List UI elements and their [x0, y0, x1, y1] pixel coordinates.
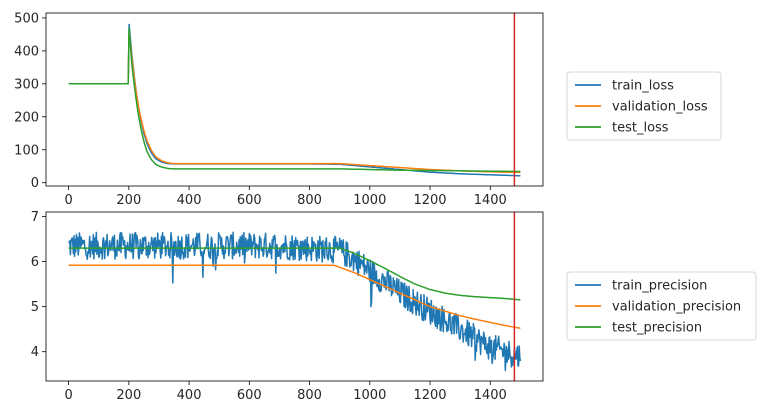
legend-box: [566, 71, 722, 141]
x-tick-label: 800: [297, 193, 322, 208]
x-tick-label: 200: [116, 388, 141, 403]
loss-axes: 0 200 400 600 800 1000 1200 1400 0 100 200 300 400 50…: [14, 11, 722, 208]
x-tick-label: 0: [64, 388, 72, 403]
x-tick-label: 800: [297, 388, 322, 403]
legend-label: validation_precision: [612, 300, 741, 315]
series-line-validation_precision: [68, 264, 521, 330]
series-line-test_loss: [68, 27, 521, 173]
x-tick-label: 1000: [353, 388, 386, 403]
x-tick-label: 200: [116, 193, 141, 208]
series-line-train_precision: [68, 231, 522, 372]
y-tick-label: 4: [31, 345, 39, 360]
x-tick-label: 400: [177, 193, 202, 208]
y-tick-label: 6: [31, 255, 39, 270]
legend-label: validation_loss: [612, 100, 708, 115]
legend-label: train_precision: [612, 279, 707, 294]
y-tick-label: 200: [14, 110, 39, 125]
precision-axes: 0 200 400 600 800 1000 1200 1400 4 5 6 7 train_preci…: [31, 210, 757, 403]
y-tick-label: 5: [31, 300, 39, 315]
x-tick-label: 1400: [474, 193, 507, 208]
axes-frame: [45, 12, 544, 187]
legend: train_precision validation_precision test_…: [566, 271, 757, 341]
legend-box: [566, 271, 757, 341]
legend-label: test_precision: [612, 321, 702, 336]
legend: train_loss validation_loss test_loss: [566, 71, 722, 141]
y-tick-label: 400: [14, 44, 39, 59]
x-tick-label: 600: [237, 193, 262, 208]
y-tick-label: 500: [14, 11, 39, 26]
x-tick-label: 400: [177, 388, 202, 403]
legend-label: test_loss: [612, 121, 669, 136]
series-line-test_precision: [68, 247, 521, 301]
axes-frame: [45, 211, 544, 382]
y-tick-label: 300: [14, 77, 39, 92]
x-tick-label: 600: [237, 388, 262, 403]
x-tick-label: 1000: [353, 193, 386, 208]
y-tick-label: 7: [31, 210, 39, 225]
y-tick-label: 0: [31, 176, 39, 191]
legend-label: train_loss: [612, 79, 674, 94]
x-tick-label: 1200: [413, 193, 446, 208]
x-tick-label: 0: [64, 193, 72, 208]
y-tick-label: 100: [14, 143, 39, 158]
x-tick-label: 1200: [413, 388, 446, 403]
x-tick-label: 1400: [474, 388, 507, 403]
